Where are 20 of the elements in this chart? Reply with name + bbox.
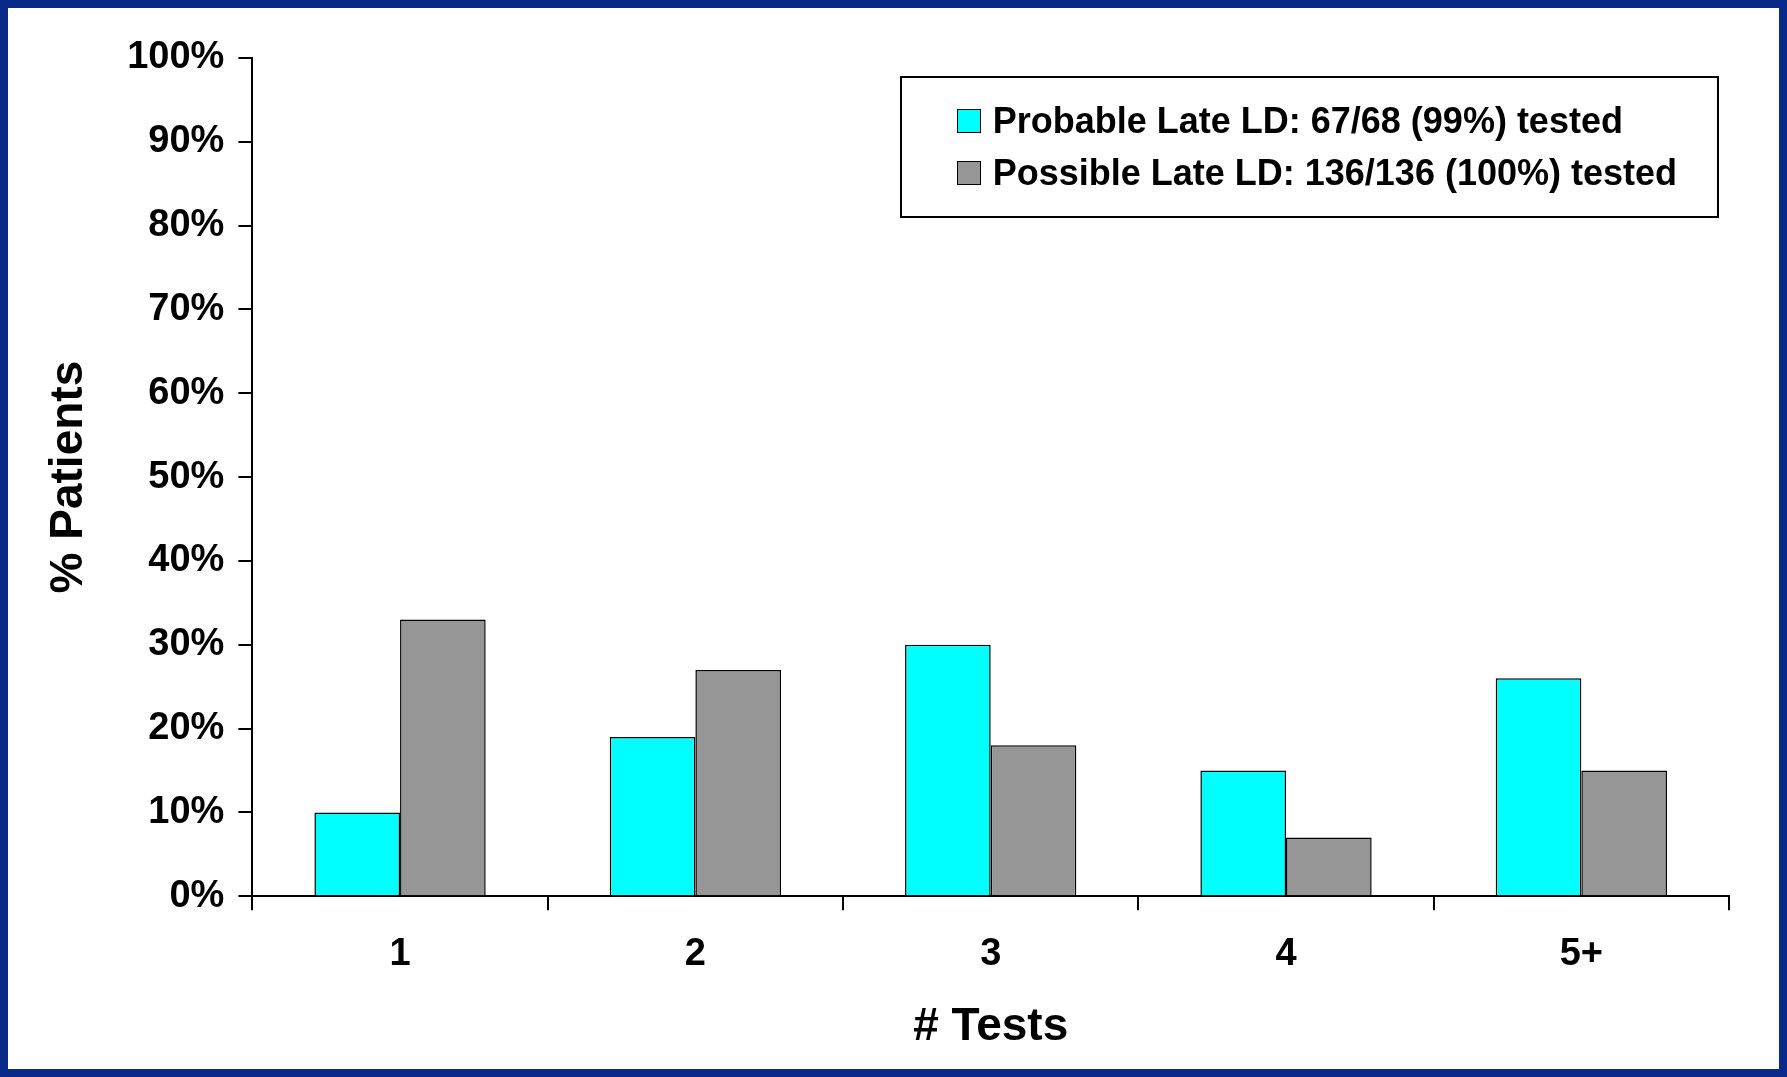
y-tick-label: 50% xyxy=(148,453,225,496)
y-tick-label: 60% xyxy=(148,369,225,412)
y-axis-title: % Patients xyxy=(40,360,93,594)
y-tick-label: 90% xyxy=(148,118,225,161)
y-tick-label: 70% xyxy=(148,285,225,328)
x-axis-title: # Tests xyxy=(913,998,1069,1051)
y-tick-label: 0% xyxy=(169,872,225,915)
x-tick-label: 4 xyxy=(1275,931,1297,974)
x-tick-label: 3 xyxy=(980,931,1002,974)
y-tick-label: 100% xyxy=(127,34,225,77)
y-tick-label: 30% xyxy=(148,621,225,664)
y-tick-label: 20% xyxy=(148,705,225,748)
y-tick-label: 40% xyxy=(148,537,225,580)
y-tick-label: 10% xyxy=(148,788,225,831)
legend-label: Possible Late LD: 136/136 (100%) tested xyxy=(992,152,1677,194)
x-tick-label: 5+ xyxy=(1559,931,1603,974)
x-tick-label: 1 xyxy=(389,931,411,974)
x-tick-label: 2 xyxy=(684,931,706,974)
legend-label: Probable Late LD: 67/68 (99%) tested xyxy=(992,100,1623,142)
y-tick-label: 80% xyxy=(148,202,225,245)
